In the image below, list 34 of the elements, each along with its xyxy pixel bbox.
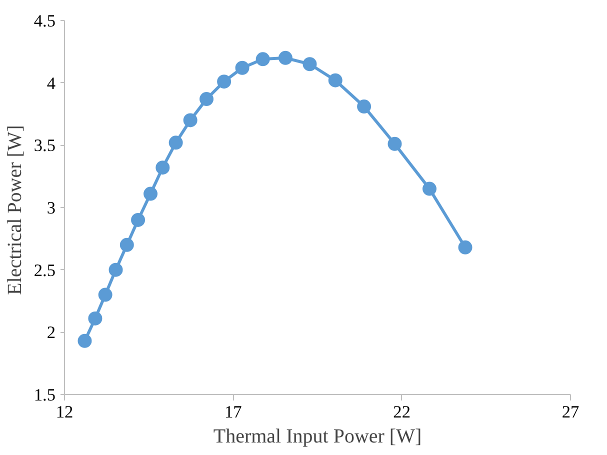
y-tick-label: 1.5 — [34, 386, 56, 404]
y-tick-label: 3 — [46, 198, 56, 218]
point — [108, 262, 123, 277]
y-tick-label: 4.5 — [34, 12, 56, 30]
y-tick-label: 2 — [46, 323, 56, 342]
point — [168, 136, 183, 150]
point — [217, 74, 232, 89]
point — [357, 100, 372, 114]
point — [422, 182, 436, 196]
point — [156, 160, 170, 175]
point — [458, 240, 472, 254]
point — [388, 136, 402, 151]
x-tick-label: 12 — [56, 402, 74, 422]
x-tick-label: 27 — [562, 402, 580, 422]
x-axis-title: Thermal Input Power [W] — [213, 426, 422, 448]
point — [183, 113, 198, 128]
y-tick-label: 3.5 — [34, 136, 56, 156]
y-tick-label: 4 — [46, 74, 56, 93]
point — [200, 92, 214, 106]
point — [235, 60, 250, 75]
point — [144, 186, 158, 201]
point — [278, 50, 292, 65]
point — [256, 52, 270, 66]
point — [302, 57, 317, 72]
point — [131, 212, 146, 227]
x-tick-label: 17 — [224, 402, 242, 422]
point — [98, 288, 112, 302]
point — [328, 73, 342, 88]
y-tick-label: 2.5 — [34, 260, 56, 280]
point — [88, 311, 102, 326]
point — [78, 334, 92, 348]
point — [120, 238, 134, 252]
x-tick-label: 22 — [393, 402, 410, 422]
y-axis-title: Electrical Power [W] — [4, 125, 26, 295]
